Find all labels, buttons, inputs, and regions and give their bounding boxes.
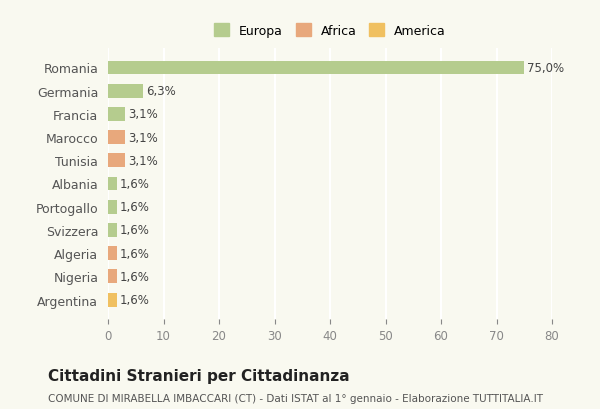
Text: 1,6%: 1,6% bbox=[119, 293, 149, 306]
Bar bbox=[108, 131, 125, 145]
Text: 1,6%: 1,6% bbox=[119, 201, 149, 213]
Text: COMUNE DI MIRABELLA IMBACCARI (CT) - Dati ISTAT al 1° gennaio - Elaborazione TUT: COMUNE DI MIRABELLA IMBACCARI (CT) - Dat… bbox=[48, 393, 543, 402]
Text: 3,1%: 3,1% bbox=[128, 155, 158, 167]
Bar bbox=[108, 108, 125, 121]
Text: 1,6%: 1,6% bbox=[119, 178, 149, 191]
Bar bbox=[108, 270, 117, 283]
Text: 1,6%: 1,6% bbox=[119, 270, 149, 283]
Bar bbox=[108, 200, 117, 214]
Bar bbox=[108, 154, 125, 168]
Text: 1,6%: 1,6% bbox=[119, 224, 149, 237]
Text: 1,6%: 1,6% bbox=[119, 247, 149, 260]
Text: 3,1%: 3,1% bbox=[128, 131, 158, 144]
Legend: Europa, Africa, America: Europa, Africa, America bbox=[211, 20, 449, 41]
Bar bbox=[108, 85, 143, 99]
Bar bbox=[108, 61, 524, 75]
Bar bbox=[108, 293, 117, 307]
Text: 6,3%: 6,3% bbox=[146, 85, 175, 98]
Text: 75,0%: 75,0% bbox=[527, 62, 564, 75]
Text: 3,1%: 3,1% bbox=[128, 108, 158, 121]
Bar bbox=[108, 177, 117, 191]
Text: Cittadini Stranieri per Cittadinanza: Cittadini Stranieri per Cittadinanza bbox=[48, 368, 350, 383]
Bar bbox=[108, 223, 117, 237]
Bar bbox=[108, 247, 117, 261]
